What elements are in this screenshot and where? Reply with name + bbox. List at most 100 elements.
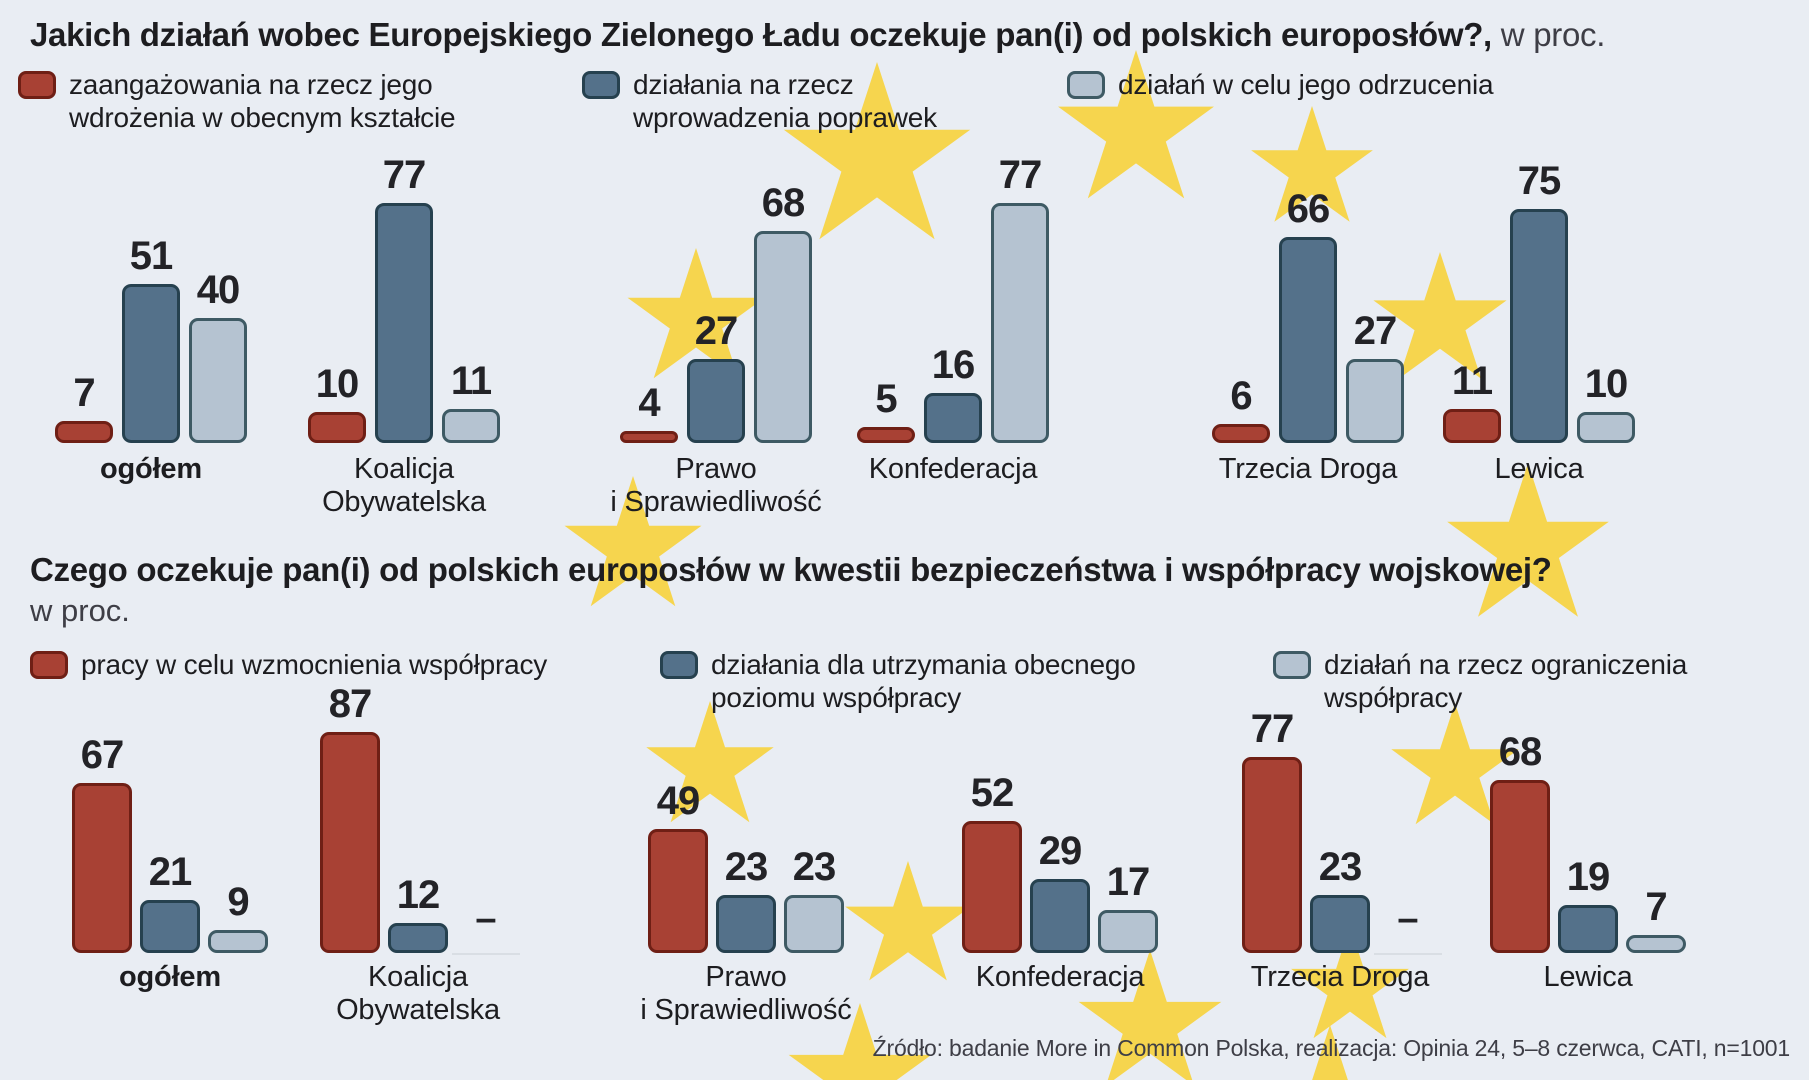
bar-value: 51 [129, 234, 174, 278]
legend-swatch-red [18, 71, 56, 99]
bar-value: 5 [875, 377, 897, 421]
eu-star-icon [1291, 926, 1409, 1039]
legend-label: działania dla utrzymania obecnego poziomu… [711, 648, 1136, 714]
legend-swatch-light [1067, 71, 1105, 99]
eu-star-icon [1078, 950, 1222, 1080]
bar-value: 21 [148, 850, 193, 894]
category-label-line: Lewica [1494, 453, 1584, 485]
bar [55, 421, 113, 443]
category-label-line: Koalicja [368, 961, 468, 993]
bar [754, 231, 812, 443]
bar [375, 203, 433, 443]
bar [208, 930, 268, 953]
bar [442, 409, 500, 443]
bar [72, 783, 132, 953]
bar-group: 49 23 23 Prawo i Sprawiedliwość [640, 0, 851, 1026]
category-label-line: Lewica [1543, 961, 1633, 993]
eu-star-icon [845, 861, 971, 981]
legend-label: działań na rzecz ograniczenia współpracy [1324, 648, 1687, 714]
missing-value-baseline [452, 953, 520, 955]
category-label-line: ogółem [119, 961, 221, 993]
bar-value: 9 [227, 880, 249, 924]
legend-label: pracy w celu wzmocnienia współpracy [81, 648, 547, 681]
bar-value: 75 [1517, 159, 1562, 203]
missing-value-dash: – [475, 898, 497, 940]
legend-item: działań na rzecz ograniczenia współpracy [1273, 648, 1687, 714]
category-label-line: Konfederacja [868, 453, 1038, 485]
eu-star-icon [1447, 463, 1609, 617]
legend-label-line: pracy w celu wzmocnienia współpracy [81, 649, 548, 680]
missing-value-baseline [1374, 953, 1442, 955]
category-label: Trzecia Droga [1180, 961, 1500, 994]
bar-value: 11 [1451, 359, 1493, 403]
bar-value: 77 [1250, 707, 1295, 751]
bar-value: 4 [638, 381, 660, 425]
chart1-title-note: w proc. [1500, 16, 1606, 53]
eu-star-icon [1251, 106, 1373, 222]
legend-label-line: działań w celu jego odrzucenia [1118, 69, 1494, 100]
bar [784, 895, 844, 953]
bar [1577, 412, 1635, 443]
bar-group: 52 29 17 Konfederacja [962, 0, 1158, 993]
bar-group: 77 23– Trzecia Droga [1242, 0, 1442, 993]
legend-label-line: wdrożenia w obecnym kształcie [69, 102, 456, 133]
bar [1310, 895, 1370, 953]
category-label: Koalicja Obywatelska [258, 961, 578, 1027]
bar-value: 6 [1230, 374, 1252, 418]
legend-swatch-blue [582, 71, 620, 99]
bar-value: 7 [1645, 885, 1667, 929]
bar-value: 12 [396, 873, 441, 917]
chart1-title: Jakich działań wobec Europejskiego Zielo… [30, 16, 1605, 54]
category-label: Konfederacja [795, 453, 1111, 486]
bar [140, 900, 200, 953]
bar [189, 318, 247, 443]
eu-star-icon [564, 476, 702, 607]
bar-value: 77 [998, 153, 1043, 197]
legend-label-line: zaangażowania na rzecz jego [69, 69, 433, 100]
category-label-line: Prawo [675, 453, 757, 485]
category-label-line: Koalicja [354, 453, 454, 485]
eu-star-icon [646, 701, 774, 823]
bar [388, 923, 448, 953]
bar-value: 87 [328, 682, 373, 726]
chart1-title-text: Jakich działań wobec Europejskiego Zielo… [30, 16, 1492, 53]
bar-value: 77 [382, 153, 427, 197]
eu-star-icon [1373, 252, 1507, 379]
bar [648, 829, 708, 953]
bar [1346, 359, 1404, 443]
bar [1279, 237, 1337, 443]
category-label: Lewica [1428, 961, 1748, 994]
source-note: Źródło: badanie More in Common Polska, r… [872, 1035, 1791, 1061]
legend-swatch-red [30, 651, 68, 679]
category-label: Koalicja Obywatelska [246, 453, 562, 519]
category-label: Konfederacja [900, 961, 1220, 994]
category-label: ogółem [0, 453, 309, 486]
eu-star-icon [1312, 1025, 1348, 1080]
bar [1443, 409, 1501, 443]
bar [962, 821, 1022, 953]
bar-value: 7 [73, 371, 95, 415]
legend-label: działań w celu jego odrzucenia [1118, 68, 1494, 101]
category-label-line: ogółem [100, 453, 202, 485]
legend-label-line: wprowadzenia poprawek [633, 102, 937, 133]
chart2-title-text: Czego oczekuje pan(i) od polskich europo… [30, 551, 1552, 588]
bar-group: 68 19 7 Lewica [1490, 0, 1686, 993]
category-label-line: Trzecia Droga [1250, 961, 1430, 993]
bar [1212, 424, 1270, 443]
bar-value: 29 [1038, 829, 1083, 873]
category-label-line: Obywatelska [336, 994, 500, 1026]
bar-value: 23 [1318, 845, 1363, 889]
bar [924, 393, 982, 443]
bar-group: 10 77 11 Koalicja Obywatelska [308, 0, 500, 518]
legend-label: zaangażowania na rzecz jego wdrożenia w o… [69, 68, 456, 134]
category-label: Prawo i Sprawiedliwość [558, 453, 874, 519]
bar-value: 27 [1353, 309, 1398, 353]
category-label: Lewica [1381, 453, 1697, 486]
bar-value: 10 [315, 362, 360, 406]
bar-value: 19 [1566, 855, 1611, 899]
legend-label-line: poziomu współpracy [711, 682, 962, 713]
category-label-line: Prawo [705, 961, 787, 993]
